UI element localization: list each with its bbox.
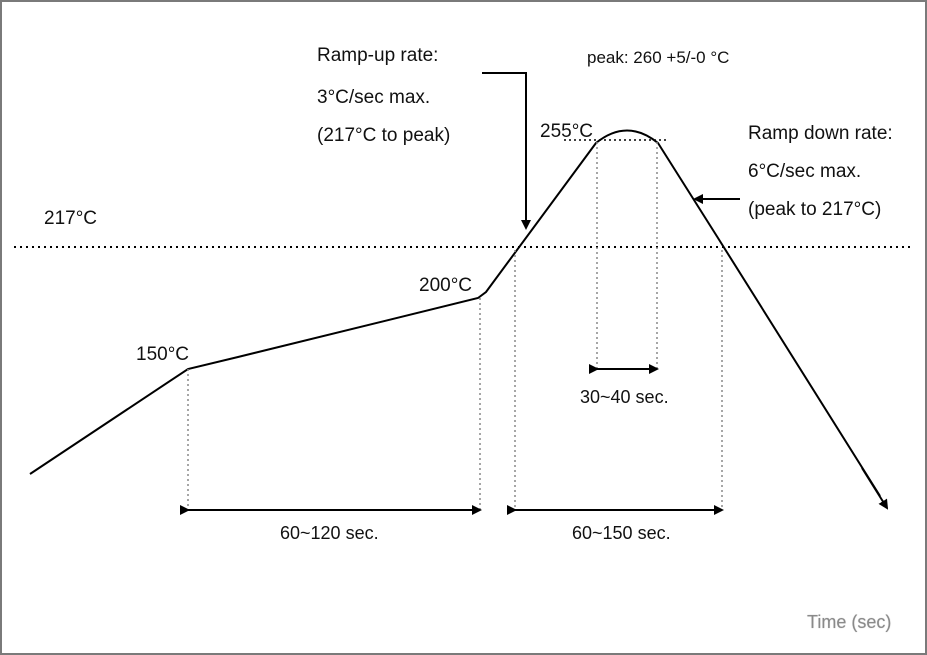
peak-duration-label: 30~40 sec. xyxy=(580,387,669,407)
x-axis-label: Time (sec) xyxy=(807,612,892,632)
ramp-up-range: (217°C to peak) xyxy=(317,125,451,146)
ramp-up-rate: 3°C/sec max. xyxy=(317,87,431,108)
liquidus-temp-label: 217°C xyxy=(44,208,98,229)
soak-duration-label: 60~120 sec. xyxy=(280,523,379,543)
ramp-up-pointer xyxy=(482,72,531,230)
preheat-end-temp-label: 200°C xyxy=(419,275,473,296)
ramp-down-rate: 6°C/sec max. xyxy=(748,161,862,182)
ramp-down-range: (peak to 217°C) xyxy=(748,199,882,220)
ramp-down-end-arrow xyxy=(861,467,889,510)
peak-temp-label: peak: 260 +5/-0 °C xyxy=(587,48,730,67)
above-liquidus-duration-label: 60~150 sec. xyxy=(572,523,671,543)
preheat-start-temp-label: 150°C xyxy=(136,344,190,365)
ramp-up-title: Ramp-up rate: xyxy=(317,45,439,66)
profile-curve xyxy=(29,129,881,497)
near-peak-temp-label: 255°C xyxy=(540,121,594,142)
ramp-down-title: Ramp down rate: xyxy=(748,123,893,144)
